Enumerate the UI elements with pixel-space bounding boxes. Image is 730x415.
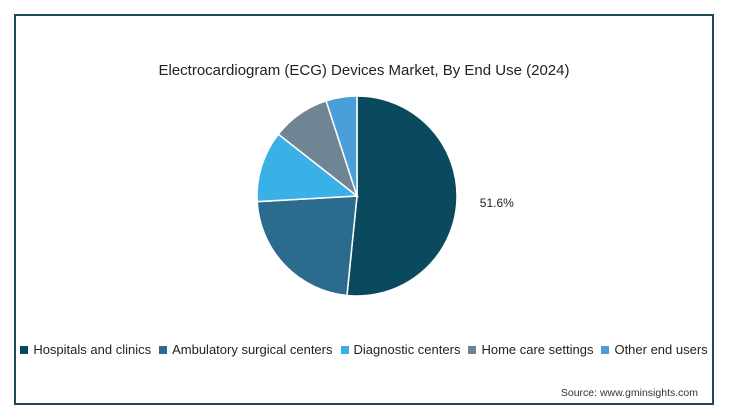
legend-swatch (340, 345, 349, 354)
legend-item-ambulatory: Ambulatory surgical centers (159, 342, 333, 357)
legend-swatch (159, 345, 168, 354)
legend: Hospitals and clinics Ambulatory surgica… (16, 342, 712, 357)
pie-slice-4 (325, 95, 358, 197)
pie-chart: 51.6% (256, 95, 514, 297)
slice-data-label: 51.6% (480, 196, 514, 210)
legend-label: Ambulatory surgical centers (172, 342, 333, 357)
legend-item-home-care: Home care settings (468, 342, 593, 357)
legend-label: Home care settings (481, 342, 594, 357)
legend-item-hospitals: Hospitals and clinics (20, 342, 151, 357)
pie-slice-0 (346, 95, 458, 297)
legend-label: Hospitals and clinics (33, 342, 152, 357)
pie-slice-2 (256, 133, 360, 203)
chart-frame: Electrocardiogram (ECG) Devices Market, … (14, 14, 714, 405)
legend-label: Diagnostic centers (353, 342, 461, 357)
legend-swatch (20, 345, 29, 354)
source-note: Source: www.gminsights.com (560, 387, 698, 399)
pie-slice-1 (256, 195, 358, 297)
legend-item-other: Other end users (601, 342, 708, 357)
legend-item-diagnostic: Diagnostic centers (340, 342, 461, 357)
chart-title: Electrocardiogram (ECG) Devices Market, … (158, 62, 570, 79)
legend-swatch (601, 345, 610, 354)
legend-swatch (468, 345, 477, 354)
legend-label: Other end users (614, 342, 708, 357)
